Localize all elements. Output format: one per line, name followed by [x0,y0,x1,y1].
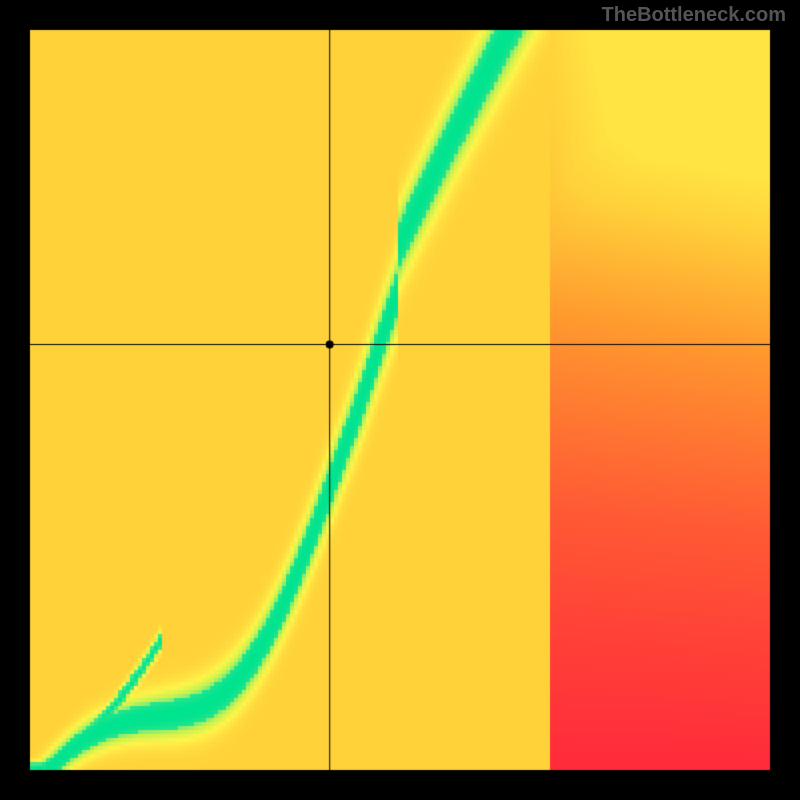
chart-container: { "watermark": { "text": "TheBottleneck.… [0,0,800,800]
heatmap-canvas [0,0,800,800]
watermark-text: TheBottleneck.com [602,4,786,27]
heatmap-plot [0,0,800,800]
